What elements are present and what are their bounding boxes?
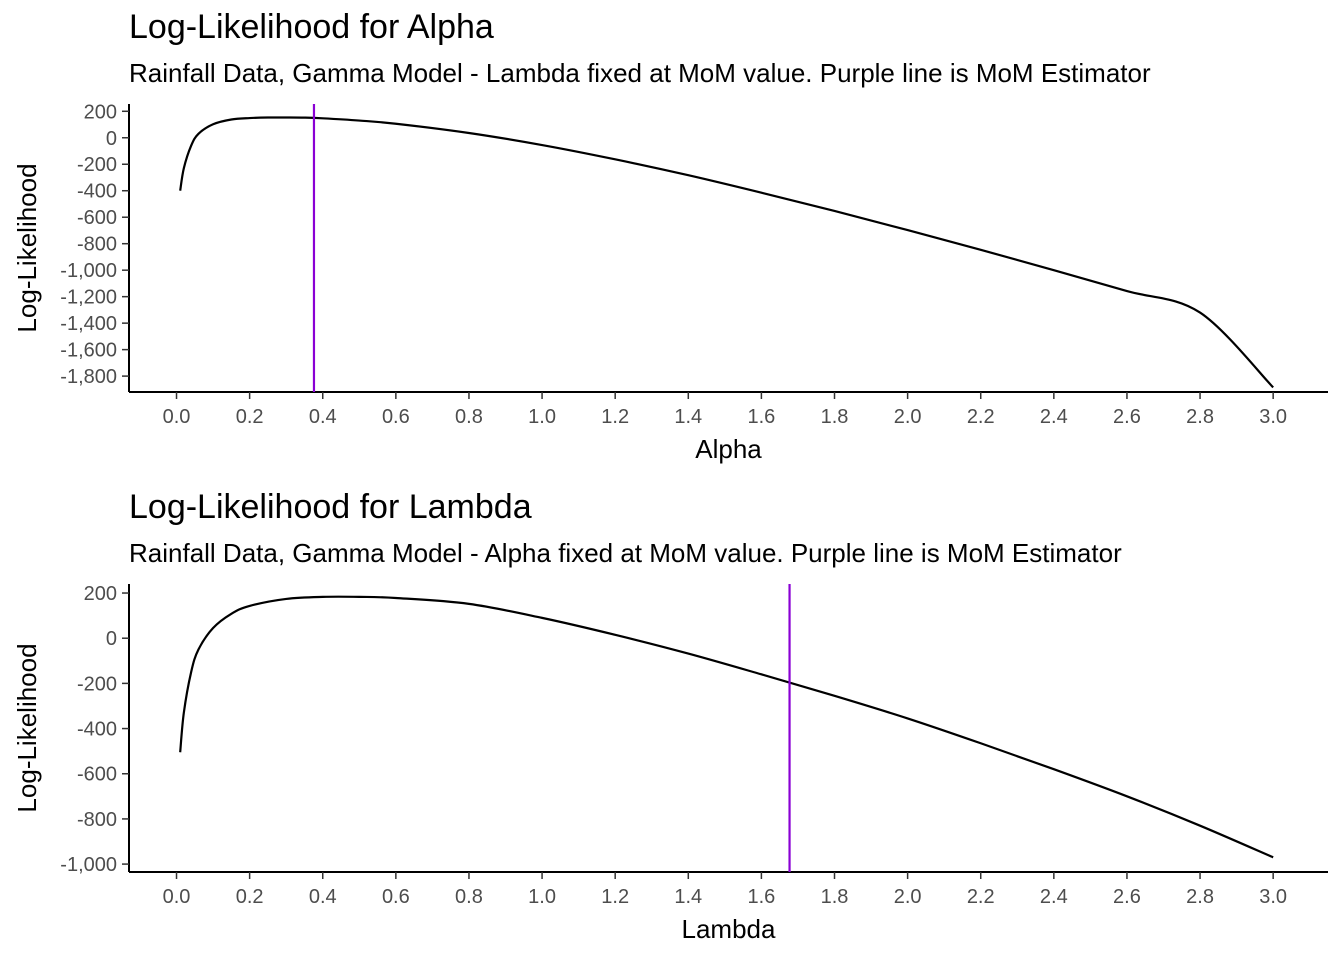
chart-title: Log-Likelihood for Alpha: [129, 8, 494, 46]
x-tick-label: 0.6: [382, 406, 410, 428]
x-tick-label: 1.0: [528, 886, 556, 908]
y-tick-label: -600: [77, 207, 117, 229]
y-tick-label: -800: [77, 809, 117, 831]
x-tick-label: 0.8: [455, 886, 483, 908]
x-tick-label: 1.6: [747, 406, 775, 428]
y-tick-label: -400: [77, 719, 117, 741]
log-likelihood-curve: [179, 595, 1274, 859]
y-tick-label: 0: [106, 628, 117, 650]
x-tick-label: 2.4: [1040, 406, 1068, 428]
x-tick-label: 1.2: [601, 886, 629, 908]
x-tick-label: 0.6: [382, 886, 410, 908]
chart-title: Log-Likelihood for Lambda: [129, 488, 532, 526]
x-tick-label: 0.0: [163, 406, 191, 428]
x-tick-label: 0.4: [309, 406, 337, 428]
y-tick-label: -600: [77, 764, 117, 786]
y-tick-label: -1,000: [60, 260, 117, 282]
x-tick-label: 3.0: [1259, 886, 1287, 908]
x-tick-label: 1.6: [747, 886, 775, 908]
lambda-log-likelihood-panel: Log-Likelihood for Lambda Rainfall Data,…: [0, 480, 1344, 960]
y-tick-label: -1,600: [60, 340, 117, 362]
y-axis-title: Log-Likelihood: [12, 643, 42, 812]
x-tick-label: 1.2: [601, 406, 629, 428]
x-tick-label: 0.2: [236, 406, 264, 428]
x-tick-label: 2.2: [967, 886, 995, 908]
chart-subtitle: Rainfall Data, Gamma Model - Alpha fixed…: [129, 538, 1122, 568]
x-tick-label: 1.8: [821, 886, 849, 908]
y-tick-label: -800: [77, 234, 117, 256]
log-likelihood-curve: [179, 116, 1274, 389]
y-tick-label: 200: [84, 583, 117, 605]
x-tick-label: 1.8: [821, 406, 849, 428]
x-tick-label: 2.6: [1113, 886, 1141, 908]
alpha-plot: 0.0 0.2 0.4 0.6 0.8 1.0 1.2 1.4 1.6 1.8 2.0 2.2 2.4 2…: [12, 101, 1328, 464]
y-tick-label: -1,400: [60, 313, 117, 335]
y-tick-label: 0: [106, 128, 117, 150]
x-tick-label: 2.0: [894, 886, 922, 908]
x-tick-label: 0.2: [236, 886, 264, 908]
y-tick-label: -1,000: [60, 854, 117, 876]
x-axis-title: Lambda: [682, 914, 776, 944]
y-tick-label: -200: [77, 154, 117, 176]
x-tick-label: 0.0: [163, 886, 191, 908]
y-tick-label: 200: [84, 101, 117, 123]
x-tick-label: 0.4: [309, 886, 337, 908]
lambda-plot: 0.0 0.2 0.4 0.6 0.8 1.0 1.2 1.4 1.6 1.8 2.0 2.2 2.4 2…: [12, 583, 1328, 944]
x-tick-label: 0.8: [455, 406, 483, 428]
y-axis-title: Log-Likelihood: [12, 163, 42, 332]
y-tick-label: -400: [77, 181, 117, 203]
x-tick-label: 2.8: [1186, 406, 1214, 428]
y-tick-label: -200: [77, 673, 117, 695]
x-tick-label: 1.4: [674, 406, 702, 428]
x-tick-label: 2.4: [1040, 886, 1068, 908]
x-tick-label: 2.6: [1113, 406, 1141, 428]
y-tick-label: -1,800: [60, 366, 117, 388]
x-tick-label: 2.0: [894, 406, 922, 428]
alpha-log-likelihood-panel: Log-Likelihood for Alpha Rainfall Data, …: [12, 8, 1328, 464]
chart-subtitle: Rainfall Data, Gamma Model - Lambda fixe…: [129, 58, 1151, 88]
x-tick-label: 1.0: [528, 406, 556, 428]
x-tick-label: 1.4: [674, 886, 702, 908]
y-tick-label: -1,200: [60, 287, 117, 309]
x-axis-title: Alpha: [695, 434, 762, 464]
x-tick-label: 2.2: [967, 406, 995, 428]
x-tick-label: 3.0: [1259, 406, 1287, 428]
x-tick-label: 2.8: [1186, 886, 1214, 908]
